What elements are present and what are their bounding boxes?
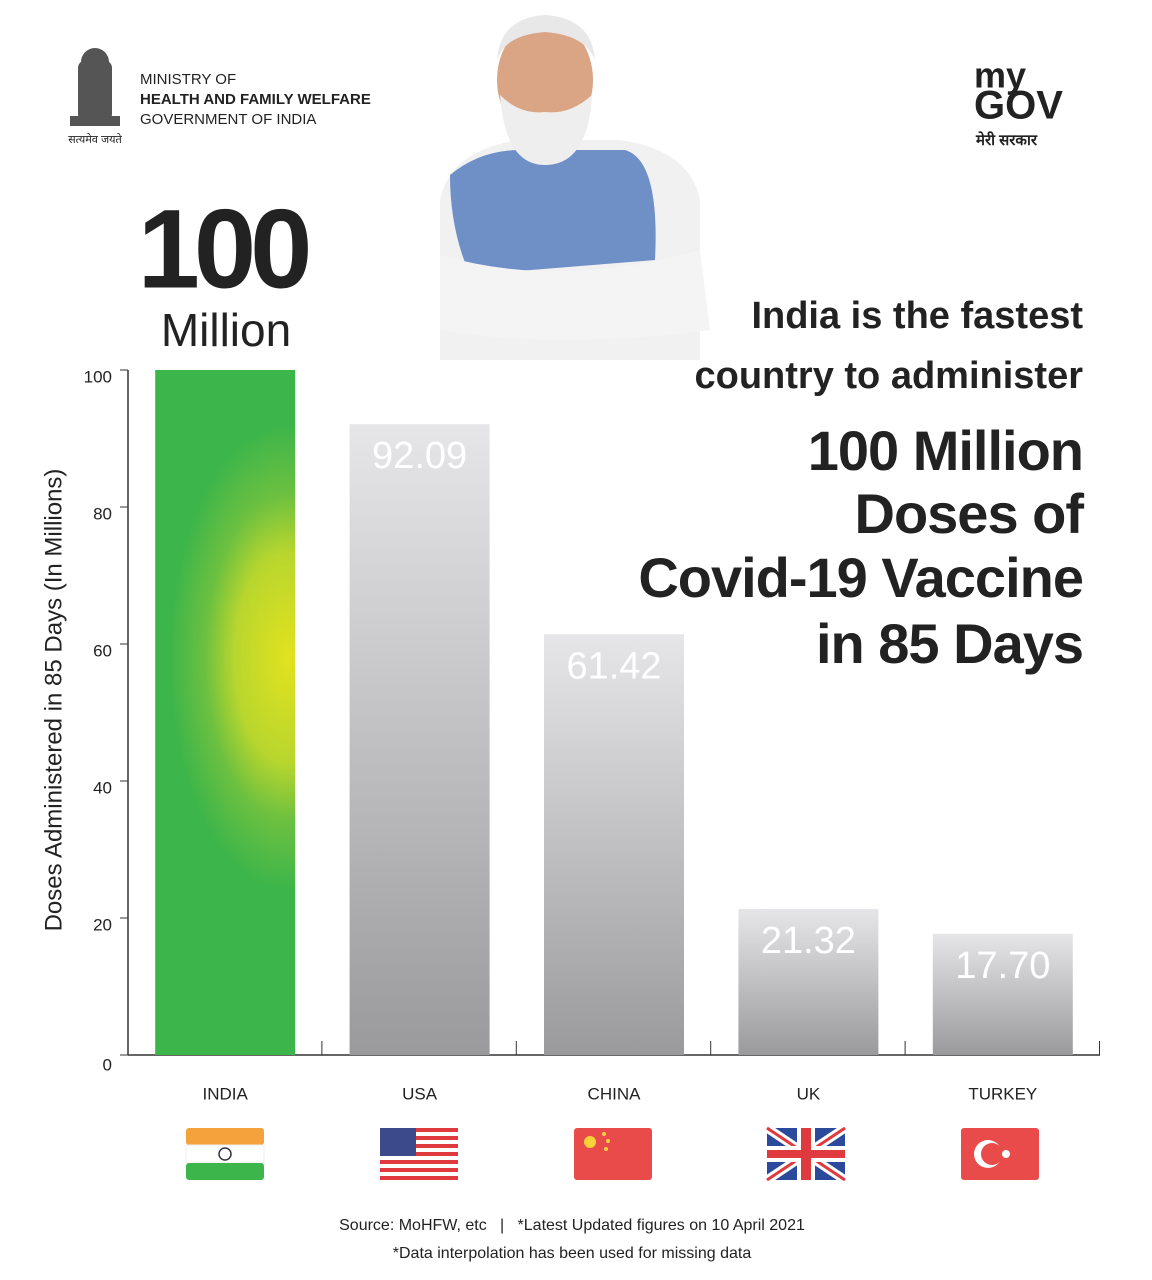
bar bbox=[738, 908, 879, 1055]
bar bbox=[155, 370, 296, 1055]
y-tick-label: 80 bbox=[93, 504, 112, 523]
footer-note: *Data interpolation has been used for mi… bbox=[393, 1245, 752, 1262]
y-axis-label: Doses Administered in 85 Days (In Millio… bbox=[40, 469, 67, 932]
flag-uk bbox=[764, 1124, 848, 1184]
value-label: 92.09 bbox=[372, 435, 467, 477]
x-tick-label: UK bbox=[797, 1084, 821, 1103]
y-tick-label: 0 bbox=[103, 1055, 112, 1074]
highlight-number: 100 bbox=[138, 187, 309, 312]
headline-green: 100 Million bbox=[808, 419, 1083, 482]
logo-tagline: मेरी सरकार bbox=[975, 131, 1038, 149]
headline: country to administer bbox=[695, 355, 1084, 397]
y-tick-label: 60 bbox=[93, 641, 112, 660]
x-tick-label: INDIA bbox=[203, 1084, 249, 1103]
flag-india bbox=[185, 1128, 265, 1180]
emblem-motto: सत्यमेव जयते bbox=[68, 133, 122, 146]
logo-gov: GOV bbox=[974, 84, 1063, 128]
logo-my: my bbox=[974, 55, 1026, 96]
x-tick-label: CHINA bbox=[588, 1084, 642, 1103]
headline-green: in 85 Days bbox=[816, 612, 1083, 675]
value-label: 61.42 bbox=[566, 645, 661, 687]
x-tick-label: TURKEY bbox=[968, 1084, 1037, 1103]
headline-green: Covid-19 Vaccine bbox=[638, 546, 1083, 609]
ministry-line: HEALTH AND FAMILY WELFARE bbox=[140, 91, 371, 108]
flag-usa bbox=[380, 1128, 458, 1180]
flag-china bbox=[574, 1128, 652, 1180]
flag-turkey bbox=[961, 1128, 1039, 1180]
value-label: 17.70 bbox=[955, 945, 1050, 987]
portrait bbox=[440, 15, 710, 360]
headline: India is the fastest bbox=[751, 295, 1083, 337]
emblem bbox=[70, 48, 120, 126]
bar bbox=[544, 634, 684, 1055]
highlight-unit: Million bbox=[161, 304, 291, 356]
ministry-line: MINISTRY OF bbox=[140, 71, 236, 88]
footer-source: Source: MoHFW, etc | *Latest Updated fig… bbox=[339, 1217, 805, 1234]
y-tick-label: 100 bbox=[84, 367, 112, 386]
y-tick-label: 20 bbox=[93, 915, 112, 934]
y-tick-label: 40 bbox=[93, 778, 112, 797]
x-tick-label: USA bbox=[402, 1084, 438, 1103]
value-label: 21.32 bbox=[761, 920, 856, 962]
bar bbox=[349, 424, 490, 1056]
ministry-line: GOVERNMENT OF INDIA bbox=[140, 111, 316, 128]
headline-green: Doses of bbox=[855, 482, 1085, 545]
bar bbox=[932, 933, 1073, 1055]
